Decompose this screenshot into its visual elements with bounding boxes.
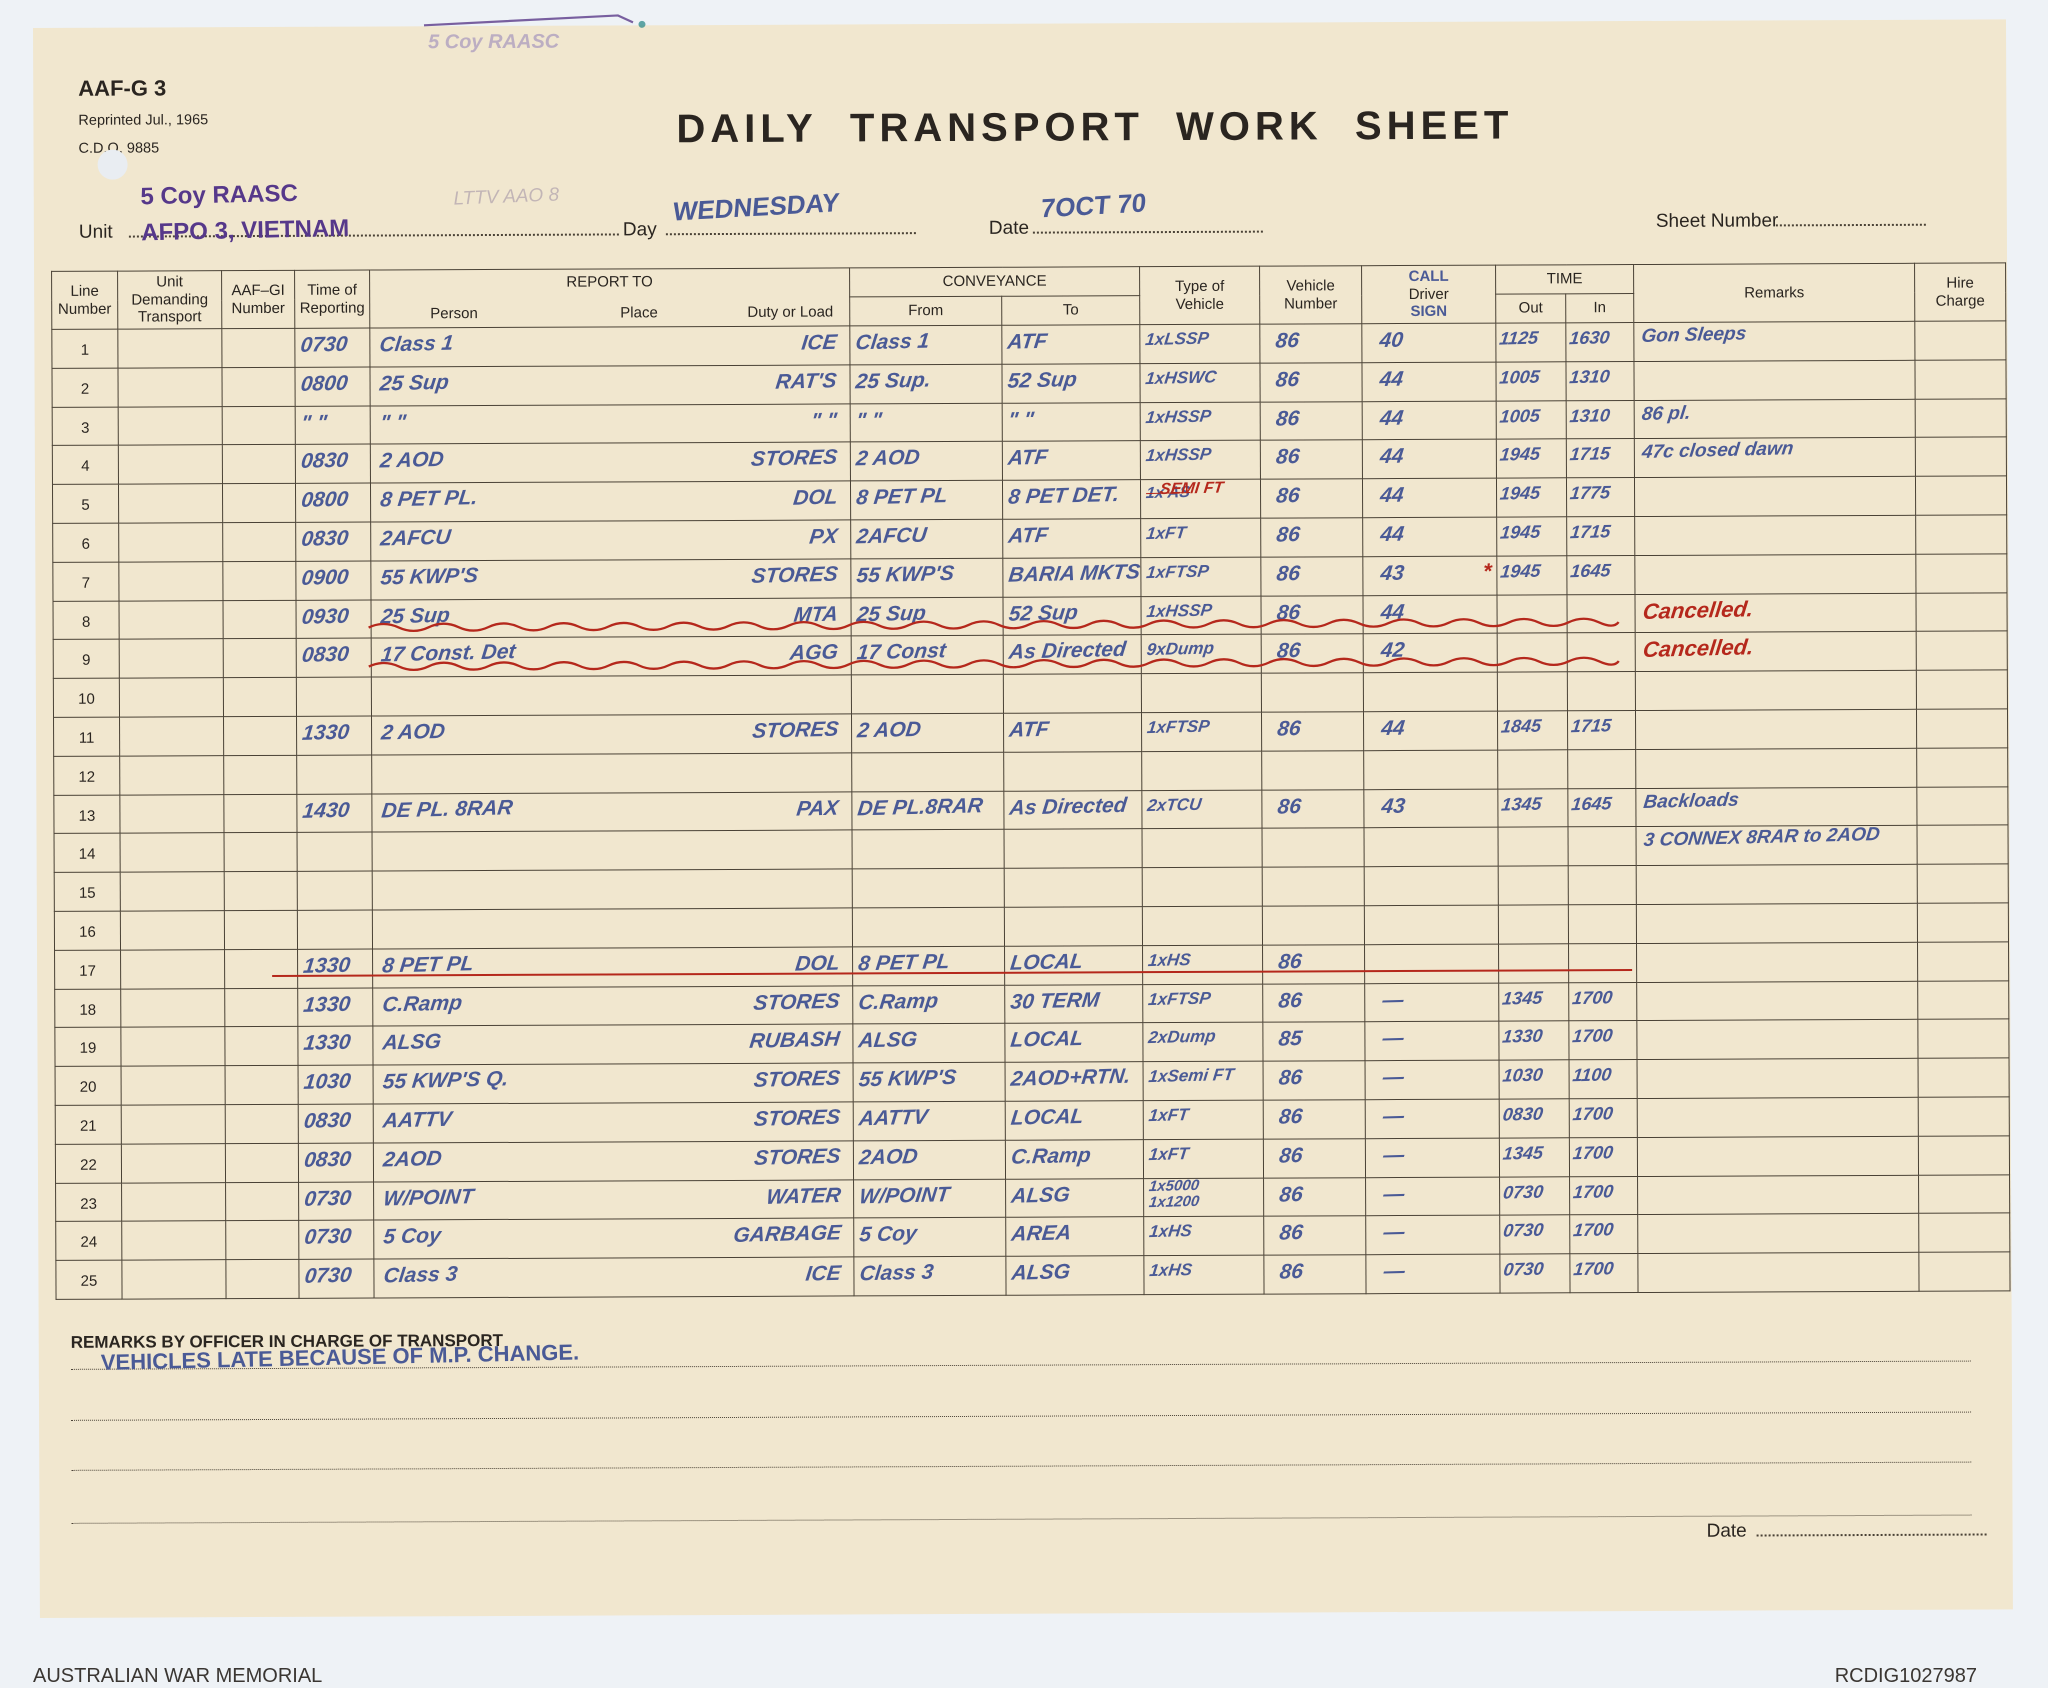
svg-text:5 Coy RAASC: 5 Coy RAASC [428,31,560,54]
